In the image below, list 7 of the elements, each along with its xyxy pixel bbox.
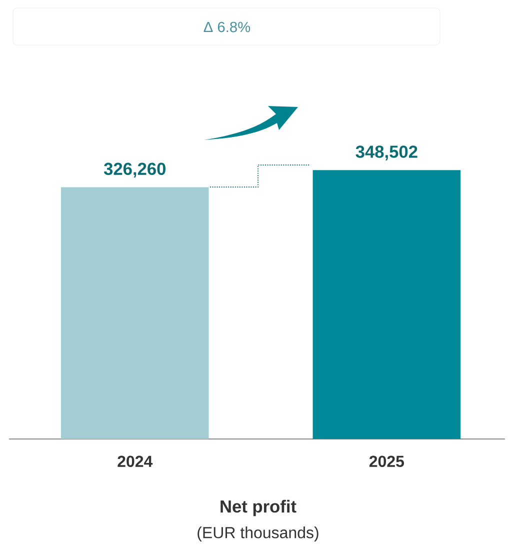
x-tick-label: 2024	[118, 456, 153, 468]
text: (EUR thousands)	[198, 526, 318, 542]
data-label: 348,502	[356, 146, 418, 160]
x-tick-label: 2025	[369, 456, 404, 468]
text: Δ 6.8%	[204, 22, 250, 32]
data-label: 326,260	[104, 162, 166, 178]
text: Net profit	[220, 500, 296, 516]
